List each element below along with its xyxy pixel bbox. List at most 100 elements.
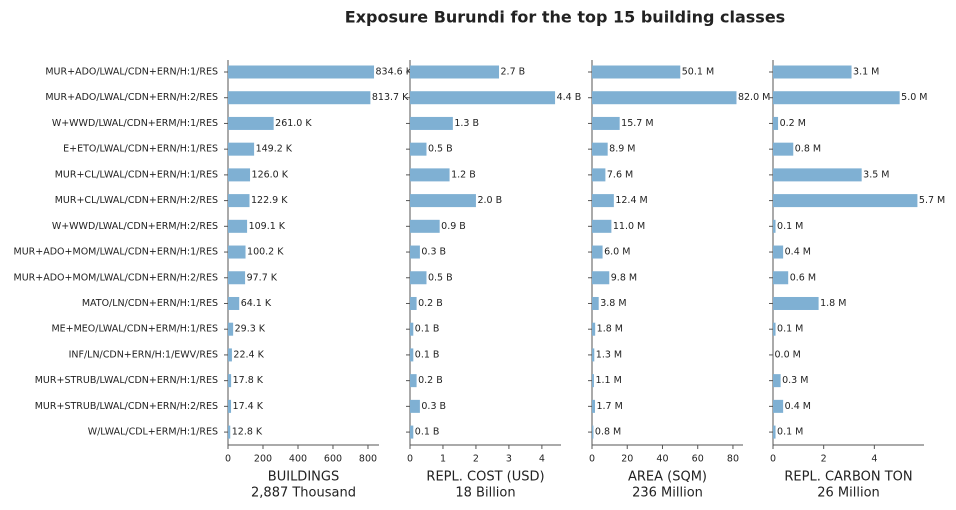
bar xyxy=(410,168,450,182)
value-label: 3.8 M xyxy=(600,298,626,309)
bar xyxy=(773,142,794,156)
x-tick-label: 0 xyxy=(225,454,231,465)
value-label: 22.4 K xyxy=(233,349,264,360)
value-label: 0.8 M xyxy=(795,144,821,155)
bar xyxy=(228,399,232,413)
y-tick-label: W+WWD/LWAL/CDN+ERM/H:2/RES xyxy=(52,221,218,232)
bar xyxy=(228,142,255,156)
bar xyxy=(410,322,414,336)
bar xyxy=(410,194,476,208)
x-tick-label: 800 xyxy=(359,454,377,465)
value-label: 17.4 K xyxy=(233,401,264,412)
value-label: 1.2 B xyxy=(451,169,476,180)
x-axis-note: 236 Million xyxy=(632,486,703,501)
value-label: 0.9 B xyxy=(441,221,466,232)
bar xyxy=(410,271,427,285)
value-label: 0.1 B xyxy=(415,324,440,335)
y-tick-label: MATO/LN/CDN+ERN/H:1/RES xyxy=(82,298,218,309)
value-label: 0.6 M xyxy=(790,272,816,283)
value-label: 122.9 K xyxy=(251,195,288,206)
bar xyxy=(773,194,918,208)
bar xyxy=(773,219,776,233)
x-axis-label: REPL. COST (USD) xyxy=(426,470,544,485)
x-tick-label: 1 xyxy=(440,454,446,465)
value-label: 29.3 K xyxy=(235,324,266,335)
x-axis-label: AREA (SQM) xyxy=(628,470,707,485)
y-tick-label: MUR+STRUB/LWAL/CDN+ERN/H:2/RES xyxy=(35,401,218,412)
bar xyxy=(773,91,900,105)
bar xyxy=(228,194,250,208)
y-tick-label: MUR+ADO/LWAL/CDN+ERN/H:2/RES xyxy=(45,92,218,103)
bar xyxy=(228,65,375,79)
bar xyxy=(228,168,251,182)
value-label: 82.0 M xyxy=(738,92,770,103)
x-tick-label: 2 xyxy=(821,454,827,465)
value-label: 149.2 K xyxy=(256,144,293,155)
x-axis-note: 18 Billion xyxy=(455,486,515,501)
value-label: 6.0 M xyxy=(604,247,630,258)
bar xyxy=(773,374,781,388)
x-tick-label: 3 xyxy=(506,454,512,465)
bar xyxy=(410,348,414,362)
bar xyxy=(592,296,599,310)
value-label: 9.8 M xyxy=(611,272,637,283)
value-label: 64.1 K xyxy=(241,298,272,309)
value-label: 100.2 K xyxy=(247,247,284,258)
value-label: 0.2 B xyxy=(418,375,443,386)
value-label: 1.7 M xyxy=(596,401,622,412)
bar xyxy=(773,116,779,130)
bar xyxy=(410,374,417,388)
bar xyxy=(228,374,232,388)
bar xyxy=(228,271,246,285)
value-label: 2.0 B xyxy=(477,195,502,206)
value-label: 2.7 B xyxy=(501,67,526,78)
x-tick-label: 4 xyxy=(539,454,545,465)
value-label: 1.8 M xyxy=(597,324,623,335)
bar xyxy=(773,168,862,182)
value-label: 11.0 M xyxy=(613,221,645,232)
y-tick-label: MUR+ADO/LWAL/CDN+ERN/H:1/RES xyxy=(45,67,218,78)
value-label: 0.8 M xyxy=(595,427,621,438)
value-label: 126.0 K xyxy=(252,169,289,180)
value-label: 0.2 B xyxy=(418,298,443,309)
value-label: 3.5 M xyxy=(863,169,889,180)
x-tick-label: 80 xyxy=(727,454,739,465)
bar xyxy=(592,374,594,388)
bar xyxy=(773,65,852,79)
bar xyxy=(228,425,231,439)
value-label: 97.7 K xyxy=(247,272,278,283)
bar xyxy=(592,245,603,259)
value-label: 17.8 K xyxy=(233,375,264,386)
y-tick-label: MUR+STRUB/LWAL/CDN+ERN/H:1/RES xyxy=(35,375,218,386)
bar xyxy=(592,65,681,79)
y-tick-label: W/LWAL/CDL+ERM/H:1/RES xyxy=(88,427,218,438)
y-tick-label: MUR+CL/LWAL/CDN+ERN/H:2/RES xyxy=(55,195,218,206)
x-tick-label: 4 xyxy=(871,454,877,465)
x-tick-label: 60 xyxy=(692,454,704,465)
x-tick-label: 0 xyxy=(589,454,595,465)
bar xyxy=(410,425,414,439)
value-label: 8.9 M xyxy=(609,144,635,155)
bar xyxy=(228,296,240,310)
bar xyxy=(592,194,614,208)
y-tick-label: INF/LN/CDN+ERN/H:1/EWV/RES xyxy=(69,349,218,360)
value-label: 0.1 M xyxy=(777,427,803,438)
bar xyxy=(773,322,776,336)
value-label: 834.6 K xyxy=(376,67,413,78)
bar xyxy=(592,348,595,362)
bar xyxy=(410,65,500,79)
bar xyxy=(592,219,612,233)
y-tick-label: MUR+ADO+MOM/LWAL/CDN+ERN/H:2/RES xyxy=(14,272,218,283)
bar xyxy=(410,91,556,105)
bar xyxy=(592,322,596,336)
bar xyxy=(410,245,420,259)
bar xyxy=(773,425,776,439)
value-label: 0.1 B xyxy=(415,349,440,360)
bar xyxy=(773,296,819,310)
y-tick-label: MUR+ADO+MOM/LWAL/CDN+ERN/H:1/RES xyxy=(14,247,218,258)
value-label: 12.8 K xyxy=(232,427,263,438)
value-label: 0.1 M xyxy=(777,221,803,232)
x-tick-label: 20 xyxy=(621,454,633,465)
